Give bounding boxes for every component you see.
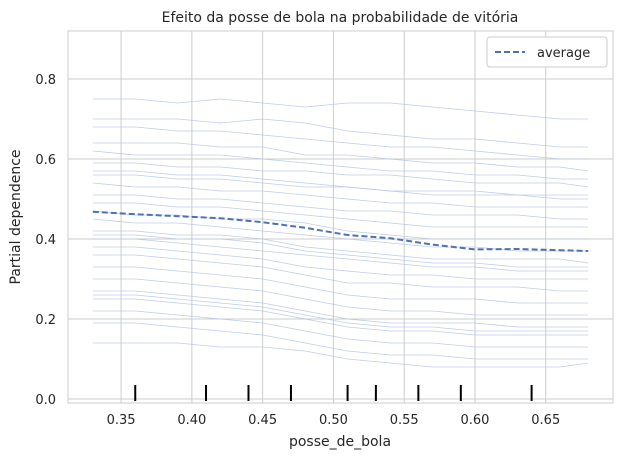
ice-curve [92, 238, 589, 272]
x-tick-label: 0.50 [319, 413, 348, 428]
ice-curve [92, 234, 589, 268]
legend-box [486, 36, 608, 68]
x-tick-label: 0.45 [248, 413, 277, 428]
y-tick-label: 0.2 [35, 313, 56, 328]
x-tick-label: 0.55 [390, 413, 419, 428]
average-line [92, 210, 589, 252]
ice-curve [92, 294, 589, 332]
ice-curve [92, 342, 589, 368]
x-axis-label: posse_de_bola [289, 434, 391, 450]
ice-curves [92, 98, 589, 368]
ice-curve [92, 298, 589, 336]
ice-curve [92, 202, 589, 228]
y-tick-label: 0.4 [35, 233, 56, 248]
ice-curve [92, 142, 589, 172]
ice-curve [92, 254, 589, 292]
y-tick-label: 0.8 [35, 73, 56, 88]
average-series [92, 210, 589, 252]
rug-ticks [134, 385, 533, 401]
y-tick-label: 0.0 [35, 393, 56, 408]
ice-curve [92, 218, 589, 252]
x-tick-label: 0.60 [461, 413, 490, 428]
ice-curve [92, 150, 589, 180]
ice-curve [92, 162, 589, 188]
y-tick-label: 0.6 [35, 153, 56, 168]
ice-curve [92, 290, 589, 328]
ice-curve [92, 246, 589, 280]
y-tick-labels: 0.0 0.2 0.4 0.6 0.8 [35, 73, 56, 408]
legend: average [486, 36, 608, 68]
legend-average-label: average [537, 46, 590, 61]
x-tick-label: 0.65 [531, 413, 560, 428]
ice-curve [92, 278, 589, 316]
ice-curve [92, 182, 589, 208]
ice-curve [92, 118, 589, 148]
chart-title: Efeito da posse de bola na probabilidade… [162, 10, 519, 26]
ice-curve [92, 194, 589, 220]
plot-background [68, 31, 613, 403]
x-tick-labels: 0.35 0.40 0.45 0.50 0.55 0.60 0.65 [107, 413, 561, 428]
ice-curve [92, 170, 589, 196]
ice-curve [92, 322, 589, 360]
plot-frame [67, 30, 614, 404]
ice-curve [92, 230, 589, 264]
ice-curve [92, 98, 589, 120]
y-axis-label: Partial dependence [8, 149, 24, 284]
ice-curve [92, 310, 589, 348]
ice-curve [92, 210, 589, 240]
ice-curve [92, 126, 589, 160]
x-tick-label: 0.40 [177, 413, 206, 428]
x-tick-label: 0.35 [107, 413, 136, 428]
ice-curve [92, 266, 589, 304]
